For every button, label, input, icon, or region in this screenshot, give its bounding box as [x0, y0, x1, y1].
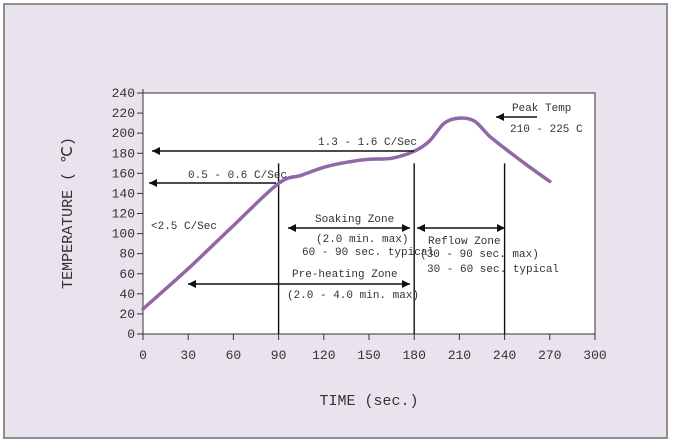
y-tick-label: 80 [119, 247, 135, 262]
y-tick-label: 220 [112, 106, 135, 121]
x-tick-label: 240 [493, 348, 516, 363]
x-tick-label: 90 [271, 348, 287, 363]
peak-temp-label: Peak Temp [512, 103, 571, 115]
reflow-zone-max: (30 - 90 sec. max) [420, 249, 539, 261]
soaking-zone-typical: 60 - 90 sec. typical [302, 247, 434, 259]
x-tick-label: 0 [139, 348, 147, 363]
x-tick-label: 180 [402, 348, 425, 363]
y-tick-label: 120 [112, 207, 135, 222]
y-tick-label: 20 [119, 307, 135, 322]
x-axis-title: TIME (sec.) [319, 393, 418, 410]
reflow-zone-typical: 30 - 60 sec. typical [427, 264, 559, 276]
y-tick-label: 160 [112, 166, 135, 181]
y-tick-label: 0 [127, 327, 135, 342]
y-tick-label: 140 [112, 186, 135, 201]
y-axis-title: TEMPERATURE ( ℃) [60, 137, 77, 289]
soaking-zone-title: Soaking Zone [315, 214, 394, 226]
x-tick-label: 270 [538, 348, 561, 363]
x-axis: 0 30 60 90 120 150 180 210 240 270 300 [139, 334, 607, 363]
y-tick-label: 60 [119, 267, 135, 282]
x-tick-label: 60 [226, 348, 242, 363]
preheat-zone-max: (2.0 - 4.0 min. max) [287, 290, 419, 302]
x-tick-label: 30 [180, 348, 196, 363]
y-tick-label: 200 [112, 126, 135, 141]
x-tick-label: 150 [357, 348, 380, 363]
y-tick-label: 40 [119, 287, 135, 302]
y-tick-label: 180 [112, 146, 135, 161]
rate-high-label: 1.3 - 1.6 C/Sec [318, 137, 417, 149]
y-tick-label: 100 [112, 227, 135, 242]
peak-temp-range: 210 - 225 C [510, 124, 583, 136]
reflow-zone-title: Reflow Zone [428, 236, 501, 248]
x-tick-label: 300 [583, 348, 606, 363]
temperature-profile-curve [141, 116, 552, 311]
zone-boundary-lines [277, 163, 506, 334]
preheat-zone-title: Pre-heating Zone [292, 269, 398, 281]
soaking-zone-max: (2.0 min. max) [316, 234, 408, 246]
y-tick-label: 240 [112, 86, 135, 101]
y-axis: 0 20 40 60 80 100 120 140 160 180 200 220 240 [112, 86, 144, 342]
plot-area [142, 92, 596, 335]
rate-mid-label: 0.5 - 0.6 C/Sec [188, 170, 287, 182]
rate-low-label: <2.5 C/Sec [151, 221, 217, 233]
x-tick-label: 120 [312, 348, 335, 363]
x-tick-label: 210 [448, 348, 471, 363]
